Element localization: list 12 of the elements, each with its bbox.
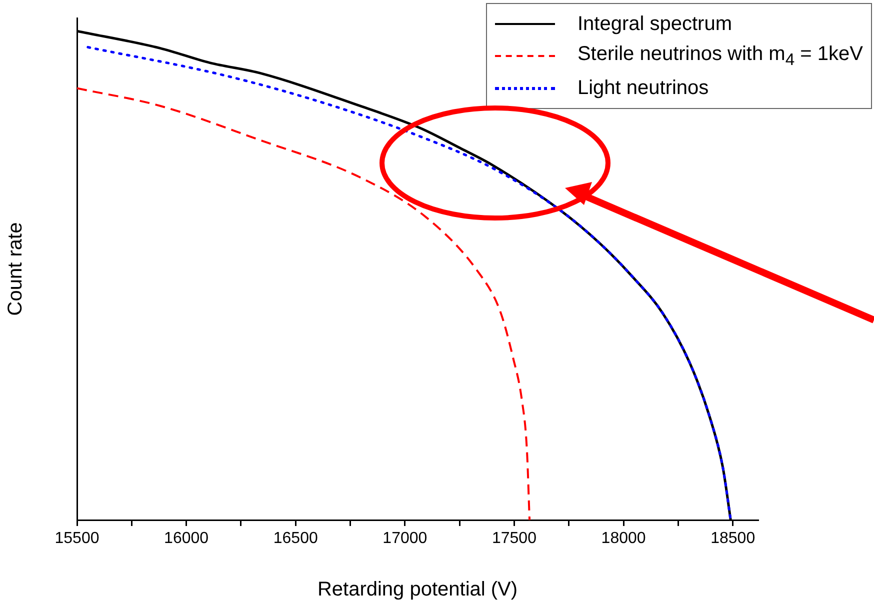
x-tick-label: 18500 (710, 530, 756, 548)
x-tick-label: 15500 (54, 530, 100, 548)
x-tick-label: 16000 (164, 530, 209, 548)
legend-label: Light neutrinos (577, 76, 709, 100)
x-axis-title: Retarding potential (V) (317, 578, 518, 601)
x-tick-label: 17500 (492, 530, 537, 548)
legend-label: Integral spectrum (577, 12, 732, 36)
legend-label: Sterile neutrinos with m$_{4}$ = 1keV (577, 42, 863, 70)
x-tick-label: 18000 (601, 530, 646, 548)
x-tick-label: 16500 (273, 530, 318, 548)
x-tick-label: 17000 (382, 530, 428, 548)
y-axis-title: Count rate (4, 222, 27, 316)
